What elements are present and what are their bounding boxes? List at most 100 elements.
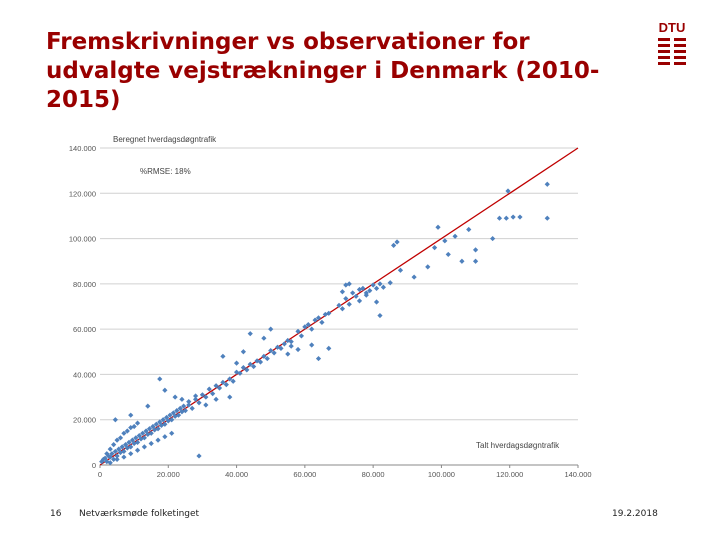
data-point bbox=[196, 400, 202, 406]
data-point bbox=[114, 453, 120, 459]
x-tick-label: 20,000 bbox=[157, 470, 180, 477]
slide-date: 19.2.2018 bbox=[612, 509, 658, 519]
data-point bbox=[121, 430, 127, 436]
data-point bbox=[373, 285, 380, 291]
data-point bbox=[503, 215, 509, 221]
data-point bbox=[131, 423, 137, 430]
data-point bbox=[544, 215, 550, 221]
data-point bbox=[490, 235, 496, 242]
data-point bbox=[169, 417, 175, 423]
x-tick-label: 60,000 bbox=[293, 470, 316, 477]
data-point bbox=[472, 247, 479, 253]
data-point bbox=[295, 346, 301, 353]
x-tick-label: 100,000 bbox=[428, 470, 455, 477]
data-point bbox=[496, 215, 503, 221]
x-tick-label: 120,000 bbox=[496, 470, 523, 477]
data-point bbox=[380, 284, 386, 290]
chart-grid bbox=[100, 147, 578, 421]
data-point bbox=[319, 319, 325, 325]
data-point bbox=[278, 345, 284, 351]
data-point bbox=[233, 360, 240, 366]
data-point bbox=[213, 396, 219, 402]
data-point bbox=[170, 410, 177, 416]
data-point bbox=[162, 421, 168, 427]
data-point bbox=[112, 417, 118, 423]
data-point bbox=[261, 335, 267, 341]
data-point bbox=[445, 251, 451, 258]
data-point bbox=[114, 437, 120, 443]
data-point bbox=[343, 295, 349, 302]
data-point bbox=[377, 281, 383, 287]
data-point bbox=[247, 331, 253, 337]
data-point bbox=[472, 258, 479, 264]
data-point bbox=[326, 345, 332, 351]
data-point bbox=[186, 402, 192, 408]
data-point bbox=[442, 238, 448, 244]
data-point bbox=[123, 442, 129, 448]
data-point bbox=[128, 412, 134, 418]
data-point bbox=[210, 391, 216, 397]
data-point bbox=[174, 408, 180, 414]
data-point bbox=[148, 440, 154, 447]
y-tick-label: 120.000 bbox=[69, 189, 96, 198]
y-tick-label: 40.000 bbox=[73, 370, 96, 379]
x-tick-label: 140,000 bbox=[564, 470, 591, 477]
scatter-chart: 0 20.000 40.000 60.000 80.000 100.000 120.000 1… bbox=[69, 135, 592, 477]
data-point bbox=[346, 301, 352, 307]
data-point bbox=[199, 392, 206, 398]
data-point bbox=[177, 405, 183, 411]
data-point bbox=[206, 386, 212, 392]
data-point bbox=[432, 245, 438, 251]
slide-title: Fremskrivninger vs observationer for udv… bbox=[46, 29, 600, 113]
data-point bbox=[107, 460, 113, 466]
data-point bbox=[360, 285, 366, 291]
data-point bbox=[223, 382, 229, 388]
data-point bbox=[155, 437, 161, 443]
data-point bbox=[119, 444, 125, 450]
data-point bbox=[146, 426, 153, 432]
y-tick-label: 60.000 bbox=[73, 325, 96, 334]
data-point bbox=[336, 302, 342, 308]
data-point bbox=[182, 408, 188, 414]
data-point bbox=[213, 383, 219, 389]
data-point bbox=[116, 446, 122, 452]
data-point bbox=[162, 434, 168, 440]
data-point bbox=[505, 188, 511, 194]
data-point bbox=[153, 421, 159, 427]
data-point bbox=[220, 379, 226, 385]
data-point bbox=[138, 436, 144, 442]
data-point bbox=[124, 428, 130, 434]
data-point bbox=[203, 394, 209, 400]
data-point bbox=[356, 298, 363, 304]
data-point bbox=[129, 437, 136, 443]
data-point bbox=[315, 355, 322, 362]
data-point bbox=[172, 394, 178, 400]
data-point bbox=[394, 239, 400, 245]
data-point bbox=[175, 412, 182, 418]
data-point bbox=[322, 311, 328, 318]
data-point bbox=[134, 447, 141, 453]
data-point bbox=[155, 426, 161, 432]
data-point bbox=[134, 420, 141, 426]
data-point bbox=[128, 444, 134, 450]
y-tick-label: 80.000 bbox=[73, 280, 96, 289]
y-axis-label: Beregnet hverdagsdøgntrafik bbox=[113, 135, 217, 144]
data-point bbox=[107, 454, 113, 460]
data-point bbox=[411, 274, 417, 280]
data-point bbox=[162, 387, 168, 393]
data-point bbox=[544, 181, 550, 187]
data-point bbox=[309, 342, 315, 348]
logo-text: DTU bbox=[659, 20, 686, 35]
data-point bbox=[339, 306, 346, 312]
data-point bbox=[131, 440, 137, 447]
data-point bbox=[298, 333, 305, 339]
data-point bbox=[121, 454, 127, 460]
data-point bbox=[268, 348, 274, 354]
data-point bbox=[227, 376, 233, 382]
data-point bbox=[145, 403, 151, 409]
data-point bbox=[172, 413, 178, 419]
data-point bbox=[148, 430, 154, 436]
data-point bbox=[107, 446, 113, 452]
data-point bbox=[117, 435, 124, 441]
data-point bbox=[112, 448, 118, 455]
